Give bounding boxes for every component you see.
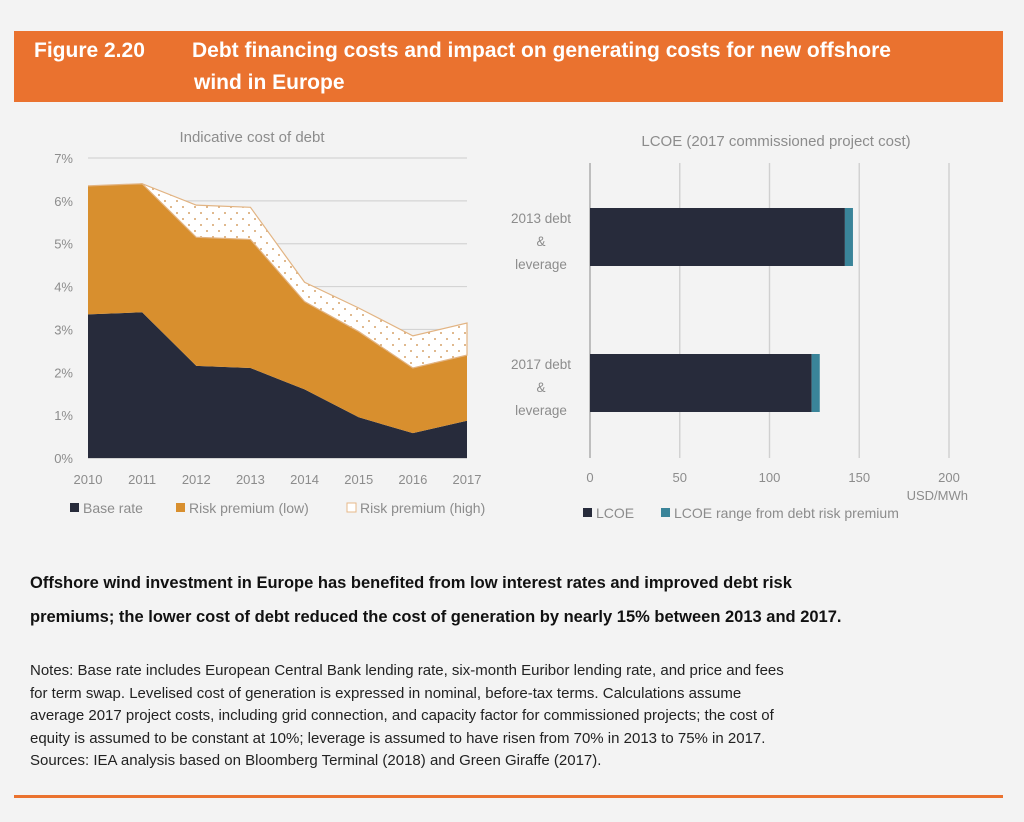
- y-tick-label: 6%: [54, 194, 73, 209]
- legend-swatch-lcoe-range: [661, 508, 670, 517]
- left-chart-title: Indicative cost of debt: [179, 129, 325, 146]
- legend-label-base-rate: Base rate: [83, 500, 143, 516]
- right-chart-bars: [590, 208, 853, 412]
- category-label: leverage: [515, 403, 567, 418]
- area-base-rate: [88, 312, 467, 458]
- x-tick-label: 0: [586, 470, 593, 485]
- x-tick-label: 2017: [453, 472, 482, 487]
- y-tick-label: 1%: [54, 408, 73, 423]
- notes-line: Notes: Base rate includes European Centr…: [30, 662, 784, 679]
- figure-title-line1: Debt financing costs and impact on gener…: [192, 39, 891, 62]
- bar-lcoe-range: [811, 354, 820, 412]
- lcoe-chart: LCOE (2017 commissioned project cost) 20…: [511, 133, 968, 521]
- y-tick-label: 2%: [54, 365, 73, 380]
- sources-line: Sources: IEA analysis based on Bloomberg…: [30, 752, 602, 769]
- left-chart-y-ticks: 0% 1% 2% 3% 4% 5% 6% 7%: [54, 151, 73, 466]
- area-risk-premium-high: [87, 183, 468, 369]
- category-label: 2017 debt: [511, 357, 571, 372]
- x-tick-label: 200: [938, 470, 960, 485]
- figure-banner: Figure 2.20 Debt financing costs and imp…: [14, 31, 1003, 102]
- left-chart-legend: Base rate Risk premium (low) Risk premiu…: [70, 500, 485, 516]
- legend-swatch-base-rate: [70, 503, 79, 512]
- legend-swatch-risk-low: [176, 503, 185, 512]
- y-tick-label: 5%: [54, 237, 73, 252]
- x-tick-label: 2015: [344, 472, 373, 487]
- category-label: &: [536, 380, 545, 395]
- x-tick-label: 50: [673, 470, 687, 485]
- y-tick-label: 3%: [54, 322, 73, 337]
- right-chart-title: LCOE (2017 commissioned project cost): [641, 133, 910, 150]
- x-tick-label: 2016: [398, 472, 427, 487]
- bar-lcoe-range: [844, 208, 853, 266]
- left-chart-x-ticks: 2010 2011 2012 2013 2014 2015 2016 2017: [74, 472, 482, 487]
- bar-lcoe: [590, 354, 812, 412]
- x-tick-label: 100: [759, 470, 781, 485]
- x-tick-label: 2011: [128, 472, 156, 487]
- legend-label-risk-low: Risk premium (low): [189, 500, 309, 516]
- left-chart-areas: [87, 183, 468, 458]
- figure-title-line2: wind in Europe: [194, 71, 345, 94]
- legend-swatch-risk-high: [346, 502, 357, 513]
- headline: Offshore wind investment in Europe has b…: [30, 566, 1000, 634]
- y-tick-label: 4%: [54, 280, 73, 295]
- bar-lcoe: [590, 208, 845, 266]
- bottom-rule: [14, 795, 1003, 798]
- area-risk-premium-low: [88, 183, 467, 434]
- y-tick-label: 0%: [54, 451, 73, 466]
- headline-line2: premiums; the lower cost of debt reduced…: [30, 608, 842, 626]
- y-tick-label: 7%: [54, 151, 73, 166]
- right-chart-category-labels: 2013 debt & leverage 2017 debt & leverage: [511, 211, 571, 418]
- right-chart-x-unit: USD/MWh: [907, 488, 968, 503]
- category-label: 2013 debt: [511, 211, 571, 226]
- category-label: leverage: [515, 257, 567, 272]
- cost-of-debt-chart: Indicative cost of debt 0% 1% 2% 3% 4% 5% 6% 7%…: [54, 129, 485, 516]
- legend-label-lcoe: LCOE: [596, 505, 634, 521]
- notes: Notes: Base rate includes European Centr…: [30, 660, 1005, 773]
- x-tick-label: 2014: [290, 472, 319, 487]
- right-chart-x-ticks: 0 50 100 150 200: [586, 470, 959, 485]
- right-chart-legend: LCOE LCOE range from debt risk premium: [583, 505, 899, 521]
- right-chart-gridlines: [589, 163, 950, 458]
- x-tick-label: 2012: [182, 472, 211, 487]
- legend-label-risk-high: Risk premium (high): [360, 500, 485, 516]
- headline-line1: Offshore wind investment in Europe has b…: [30, 574, 792, 592]
- category-label: &: [536, 234, 545, 249]
- legend-label-lcoe-range: LCOE range from debt risk premium: [674, 505, 899, 521]
- x-tick-label: 2010: [74, 472, 103, 487]
- notes-line: equity is assumed to be constant at 10%;…: [30, 729, 766, 747]
- x-tick-label: 150: [848, 470, 870, 485]
- notes-line: average 2017 project costs, including gr…: [30, 707, 774, 724]
- legend-swatch-lcoe: [583, 508, 592, 517]
- charts-canvas: Indicative cost of debt 0% 1% 2% 3% 4% 5% 6% 7%…: [54, 129, 968, 521]
- notes-line: for term swap. Levelised cost of generat…: [30, 684, 742, 702]
- x-tick-label: 2013: [236, 472, 265, 487]
- figure-number: Figure 2.20: [34, 39, 145, 62]
